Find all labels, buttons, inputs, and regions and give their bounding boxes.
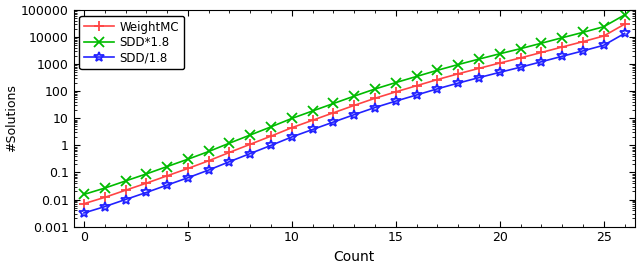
SDD/1.8 (351, 113, 358, 116)
WeightMC (205, 159, 212, 162)
WeightMC (516, 56, 524, 59)
SDD*1.8 (101, 186, 109, 190)
SDD/1.8 (454, 82, 462, 85)
SDD*1.8 (330, 102, 337, 105)
WeightMC (558, 45, 566, 49)
WeightMC (101, 196, 109, 199)
WeightMC (600, 34, 607, 38)
SDD*1.8 (600, 25, 607, 28)
SDD/1.8 (434, 87, 442, 90)
SDD*1.8 (122, 179, 129, 183)
WeightMC (143, 182, 150, 185)
SDD*1.8 (163, 165, 171, 168)
Y-axis label: #Solutions: #Solutions (5, 84, 18, 152)
SDD/1.8 (309, 128, 317, 131)
WeightMC (122, 189, 129, 192)
SDD/1.8 (516, 66, 524, 69)
WeightMC (496, 61, 504, 65)
SDD/1.8 (413, 93, 420, 97)
SDD*1.8 (454, 63, 462, 66)
SDD*1.8 (268, 125, 275, 128)
SDD/1.8 (538, 60, 545, 63)
WeightMC (371, 97, 379, 100)
SDD*1.8 (143, 172, 150, 176)
SDD*1.8 (579, 31, 587, 34)
WeightMC (288, 126, 296, 129)
WeightMC (475, 67, 483, 70)
SDD*1.8 (413, 75, 420, 78)
SDD/1.8 (579, 49, 587, 52)
SDD*1.8 (184, 158, 192, 161)
Line: WeightMC: WeightMC (79, 19, 630, 208)
SDD/1.8 (496, 71, 504, 74)
WeightMC (413, 84, 420, 87)
SDD*1.8 (205, 150, 212, 153)
WeightMC (184, 167, 192, 170)
SDD*1.8 (496, 52, 504, 55)
SDD*1.8 (80, 193, 88, 196)
SDD*1.8 (621, 13, 628, 16)
SDD/1.8 (163, 183, 171, 187)
WeightMC (351, 104, 358, 107)
WeightMC (538, 51, 545, 54)
WeightMC (330, 111, 337, 114)
SDD/1.8 (101, 205, 109, 208)
WeightMC (621, 23, 628, 26)
Legend: WeightMC, SDD*1.8, SDD/1.8: WeightMC, SDD*1.8, SDD/1.8 (79, 16, 184, 69)
SDD*1.8 (538, 42, 545, 45)
SDD/1.8 (80, 211, 88, 215)
SDD*1.8 (516, 47, 524, 50)
SDD/1.8 (184, 176, 192, 179)
SDD*1.8 (246, 133, 254, 137)
SDD/1.8 (122, 198, 129, 201)
WeightMC (309, 119, 317, 122)
SDD*1.8 (392, 81, 400, 84)
SDD*1.8 (288, 117, 296, 120)
SDD*1.8 (558, 36, 566, 39)
SDD/1.8 (371, 106, 379, 109)
WeightMC (163, 174, 171, 178)
SDD/1.8 (226, 160, 234, 163)
WeightMC (579, 40, 587, 43)
WeightMC (434, 78, 442, 81)
WeightMC (392, 90, 400, 93)
SDD/1.8 (143, 191, 150, 194)
SDD*1.8 (226, 141, 234, 145)
SDD/1.8 (268, 144, 275, 147)
WeightMC (246, 143, 254, 146)
WeightMC (268, 134, 275, 138)
SDD*1.8 (371, 87, 379, 91)
SDD/1.8 (621, 32, 628, 35)
WeightMC (226, 151, 234, 154)
SDD*1.8 (475, 58, 483, 61)
SDD/1.8 (392, 100, 400, 103)
Line: SDD/1.8: SDD/1.8 (79, 29, 630, 218)
SDD/1.8 (330, 121, 337, 124)
SDD/1.8 (205, 168, 212, 172)
X-axis label: Count: Count (333, 250, 375, 264)
SDD/1.8 (600, 44, 607, 47)
SDD/1.8 (558, 55, 566, 58)
SDD/1.8 (246, 152, 254, 155)
Line: SDD*1.8: SDD*1.8 (79, 10, 630, 199)
SDD*1.8 (351, 94, 358, 98)
SDD*1.8 (309, 109, 317, 112)
SDD*1.8 (434, 69, 442, 72)
SDD/1.8 (288, 135, 296, 139)
WeightMC (454, 72, 462, 75)
SDD/1.8 (475, 76, 483, 79)
WeightMC (80, 202, 88, 205)
